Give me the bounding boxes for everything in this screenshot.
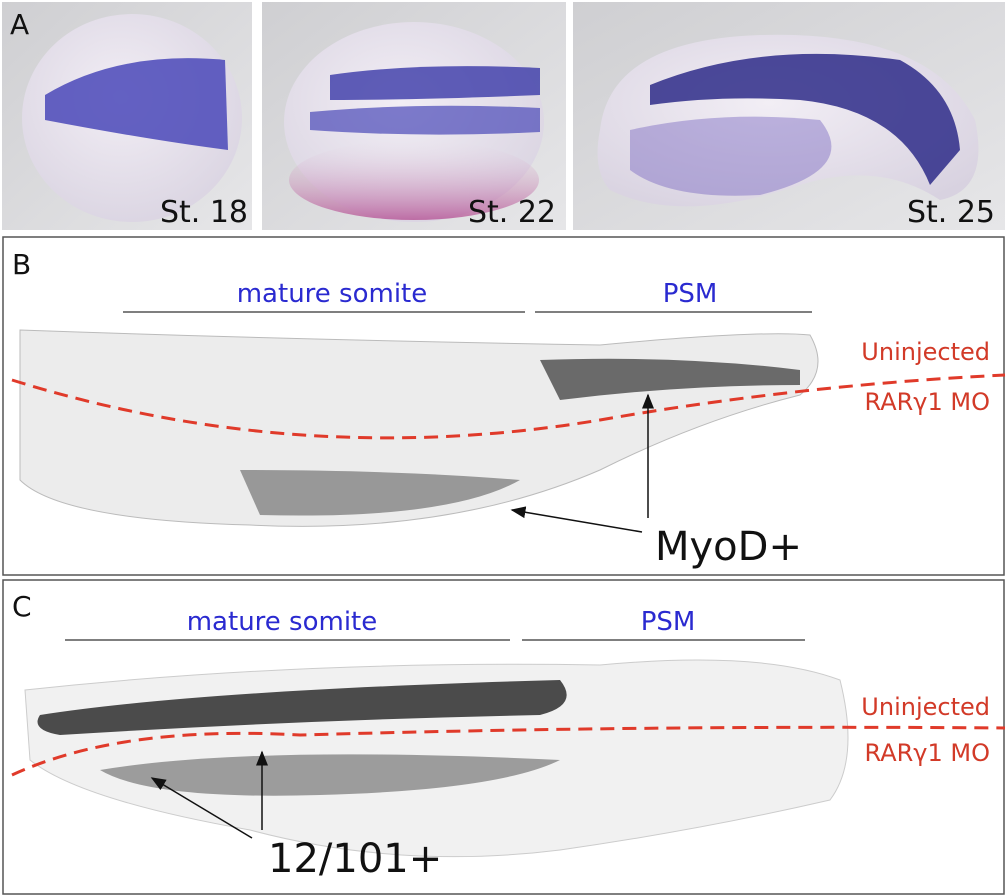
panel-b: B mature somite PSM Uninjected RARγ1 MO …: [2, 236, 1006, 576]
stage-label: St. 25: [907, 195, 995, 230]
marker-label: MyoD+: [655, 524, 802, 570]
stain: [289, 140, 539, 220]
condition-label: Uninjected: [861, 338, 990, 366]
midline: [11, 373, 1006, 440]
panel-label: B: [12, 248, 31, 281]
region-label: PSM: [663, 279, 718, 309]
marker-label: 12/101+: [268, 836, 442, 882]
stain: [310, 105, 540, 135]
stain: [45, 58, 228, 150]
region-label: mature somite: [187, 607, 378, 637]
stain: [100, 754, 560, 796]
condition-label: RARγ1 MO: [865, 388, 991, 416]
stage-label: St. 22: [468, 195, 556, 230]
stain: [240, 470, 520, 516]
stain: [630, 116, 832, 196]
panel-c: C mature somite PSM Uninjected RARγ1 MO …: [2, 579, 1006, 895]
region-label: PSM: [641, 607, 696, 637]
stain: [37, 680, 567, 735]
stain: [330, 66, 540, 100]
stain: [540, 358, 800, 400]
condition-label: Uninjected: [861, 693, 990, 721]
midline: [11, 725, 1006, 777]
region-label: mature somite: [237, 279, 428, 309]
condition-label: RARγ1 MO: [865, 739, 991, 767]
stage-label: St. 18: [160, 195, 248, 230]
arrow: [510, 506, 643, 533]
stain: [650, 53, 960, 185]
panel-label: C: [12, 590, 32, 623]
arrow: [150, 777, 253, 839]
panel-label: A: [10, 8, 29, 41]
panel-a: A St. 18 St. 22 St. 25: [2, 2, 1005, 230]
